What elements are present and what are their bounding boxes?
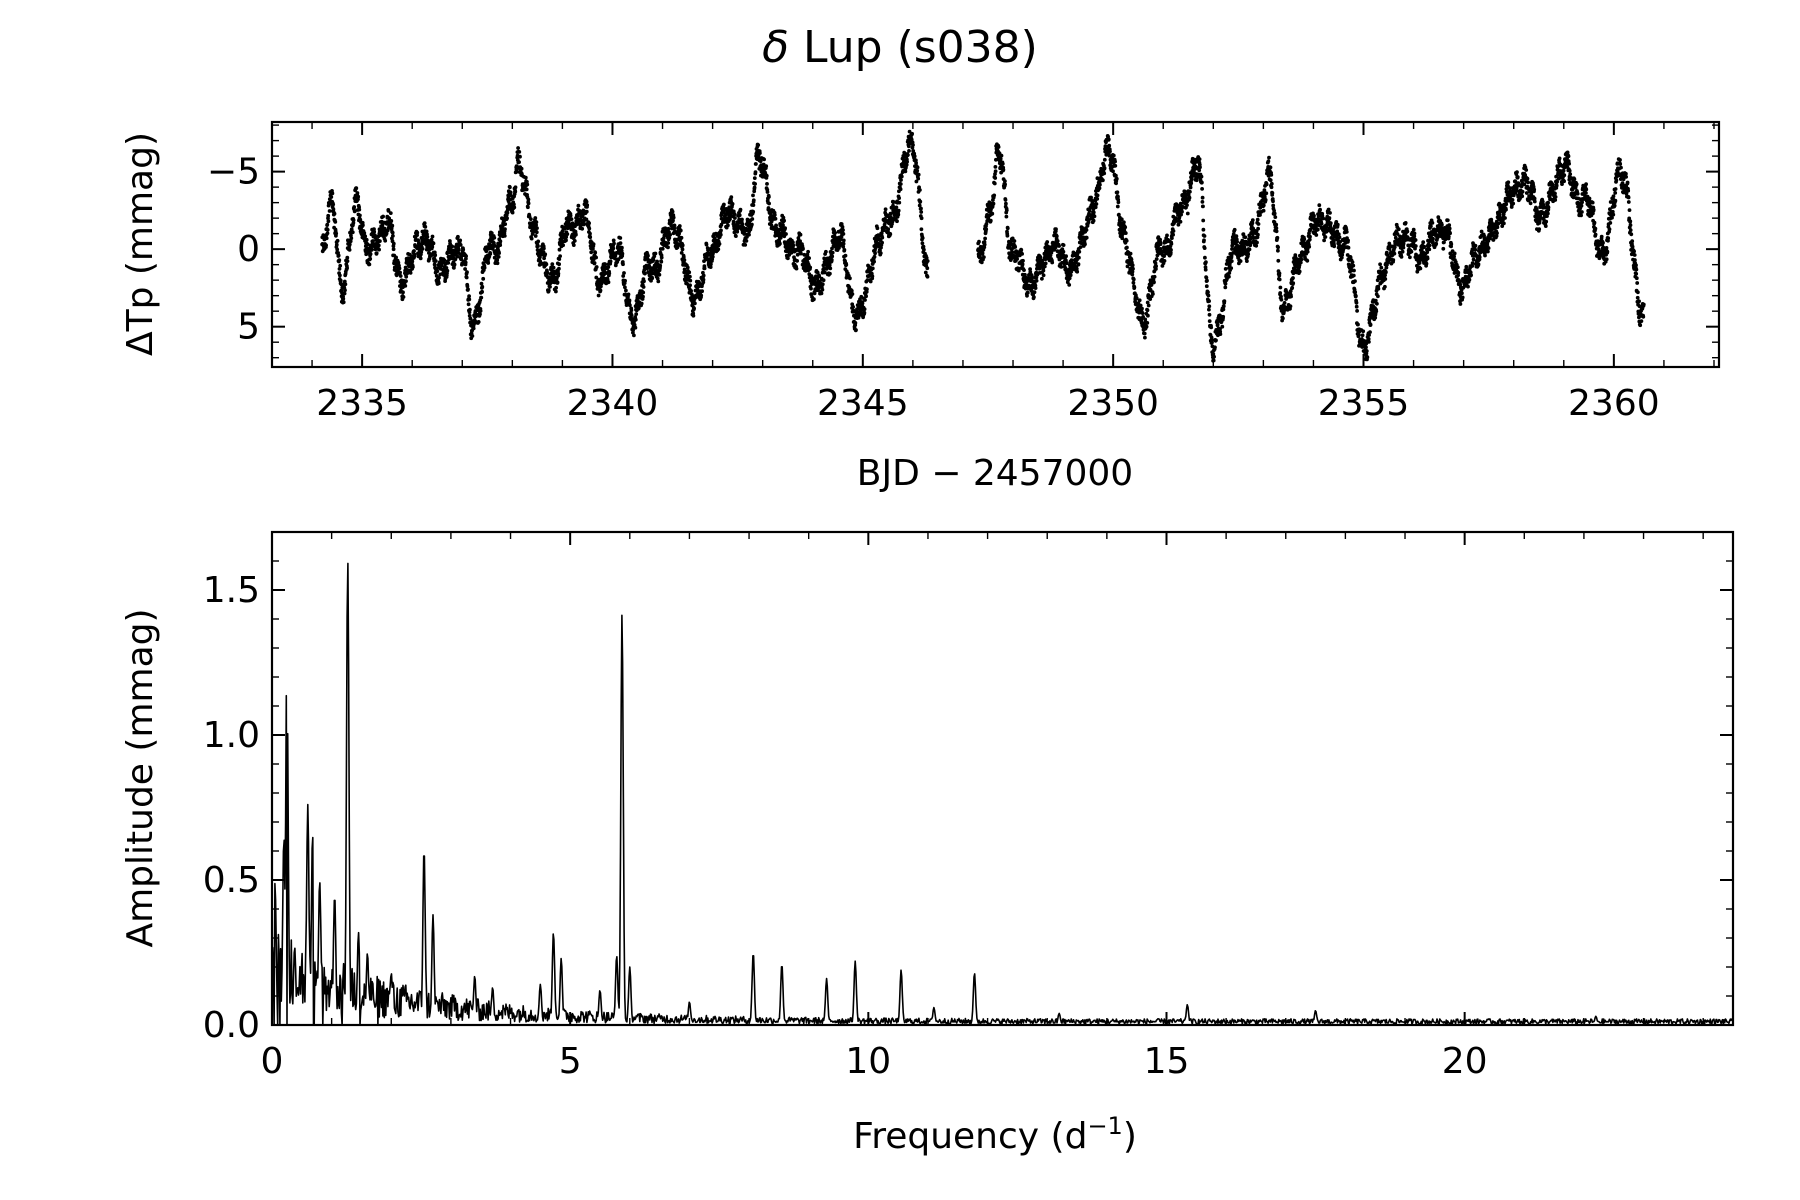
spectrum-x-label-end: ): [1123, 1116, 1137, 1157]
title-rest: Lup (s038): [789, 22, 1038, 73]
light-curve-panel: 2335 2340 2345 2350 2355 2360 −5 0 5 BJD − 24570…: [120, 120, 1721, 494]
light-curve-x-tick-label: 2340: [567, 383, 659, 424]
light-curve-frame: [270, 120, 1721, 369]
spectrum-y-label: Amplitude (mmag): [120, 608, 161, 947]
spectrum-x-label-main: Frequency (d: [853, 1116, 1087, 1157]
spectrum-frame: [270, 530, 1735, 1027]
light-curve-ticks: 2335 2340 2345 2350 2355 2360 −5 0 5: [207, 122, 1719, 424]
spectrum-y-tick-label: 1.0: [203, 715, 260, 756]
light-curve-y-tick-label: 0: [237, 229, 260, 270]
light-curve-x-tick-label: 2350: [1067, 383, 1159, 424]
spectrum-x-tick-label: 15: [1144, 1041, 1190, 1082]
light-curve-x-tick-label: 2335: [316, 383, 408, 424]
light-curve-x-tick-label: 2360: [1568, 383, 1660, 424]
spectrum-x-tick-label: 20: [1442, 1041, 1488, 1082]
light-curve-data-points: [320, 129, 1646, 363]
light-curve-x-label: BJD − 2457000: [857, 453, 1133, 494]
spectrum-x-label: Frequency (d−1): [853, 1112, 1137, 1157]
spectrum-x-tick-label: 0: [261, 1041, 284, 1082]
spectrum-panel: 0 5 10 15 20 0.0 0.5 1.0 1.5 Frequency (d−1) Amp…: [120, 530, 1735, 1157]
spectrum-x-label-sup: −1: [1087, 1112, 1122, 1140]
light-curve-x-tick-label: 2345: [817, 383, 909, 424]
spectrum-x-tick-label: 5: [559, 1041, 582, 1082]
light-curve-y-tick-label: 5: [237, 307, 260, 348]
light-curve-points: [320, 129, 1646, 363]
light-curve-y-tick-label: −5: [207, 152, 260, 193]
light-curve-x-tick-label: 2355: [1318, 383, 1410, 424]
spectrum-x-tick-label: 10: [845, 1041, 891, 1082]
spectrum-y-tick-label: 1.5: [203, 570, 260, 611]
title-delta: δ: [762, 22, 789, 73]
spectrum-line: [271, 562, 1733, 1026]
spectrum-ticks: 0 5 10 15 20 0.0 0.5 1.0 1.5: [203, 531, 1733, 1082]
spectrum-y-tick-label: 0.5: [203, 860, 260, 901]
figure-title: δ Lup (s038): [762, 22, 1038, 73]
spectrum-y-tick-label: 0.0: [203, 1005, 260, 1046]
light-curve-y-label: ΔTp (mmag): [120, 132, 161, 356]
